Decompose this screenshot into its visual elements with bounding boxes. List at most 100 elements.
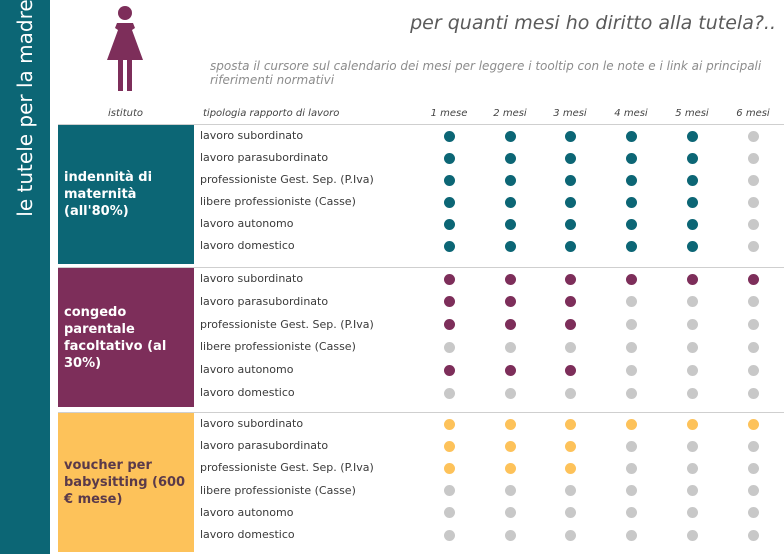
month-dot-inactive[interactable] — [504, 387, 516, 399]
month-dot-active[interactable] — [564, 418, 576, 430]
month-dot-active[interactable] — [504, 296, 516, 308]
month-dot-inactive[interactable] — [625, 440, 637, 452]
month-dot-inactive[interactable] — [504, 485, 516, 497]
month-dot-active[interactable] — [504, 218, 516, 230]
month-dot-active[interactable] — [504, 319, 516, 331]
month-dot-inactive[interactable] — [747, 462, 759, 474]
month-dot-inactive[interactable] — [625, 485, 637, 497]
month-dot-inactive[interactable] — [443, 485, 455, 497]
month-dot-inactive[interactable] — [625, 341, 637, 353]
month-dot-active[interactable] — [686, 196, 698, 208]
month-dot-inactive[interactable] — [625, 364, 637, 376]
month-dot-inactive[interactable] — [504, 529, 516, 541]
month-dot-active[interactable] — [504, 364, 516, 376]
month-dot-active[interactable] — [686, 273, 698, 285]
month-dot-inactive[interactable] — [686, 529, 698, 541]
month-dot-active[interactable] — [564, 240, 576, 252]
month-dot-active[interactable] — [625, 418, 637, 430]
month-dot-active[interactable] — [564, 196, 576, 208]
month-dot-active[interactable] — [504, 273, 516, 285]
month-dot-inactive[interactable] — [625, 296, 637, 308]
month-dot-inactive[interactable] — [625, 462, 637, 474]
month-dot-active[interactable] — [564, 364, 576, 376]
month-dot-inactive[interactable] — [747, 174, 759, 186]
month-dot-active[interactable] — [443, 440, 455, 452]
month-dot-active[interactable] — [504, 174, 516, 186]
month-dot-active[interactable] — [564, 273, 576, 285]
month-dot-inactive[interactable] — [625, 529, 637, 541]
month-dot-inactive[interactable] — [747, 529, 759, 541]
month-dot-active[interactable] — [443, 273, 455, 285]
month-dot-active[interactable] — [686, 240, 698, 252]
month-dot-active[interactable] — [564, 462, 576, 474]
month-header-6[interactable]: 6 mesi — [736, 108, 770, 119]
month-dot-active[interactable] — [686, 418, 698, 430]
month-dot-active[interactable] — [625, 273, 637, 285]
month-dot-active[interactable] — [504, 440, 516, 452]
month-dot-active[interactable] — [443, 196, 455, 208]
month-dot-active[interactable] — [625, 130, 637, 142]
month-dot-inactive[interactable] — [747, 364, 759, 376]
month-dot-active[interactable] — [504, 240, 516, 252]
month-dot-active[interactable] — [625, 196, 637, 208]
month-dot-active[interactable] — [564, 174, 576, 186]
month-dot-inactive[interactable] — [625, 319, 637, 331]
month-dot-active[interactable] — [443, 364, 455, 376]
month-dot-inactive[interactable] — [747, 507, 759, 519]
month-dot-inactive[interactable] — [564, 485, 576, 497]
month-dot-inactive[interactable] — [443, 507, 455, 519]
month-dot-active[interactable] — [443, 319, 455, 331]
month-dot-inactive[interactable] — [747, 440, 759, 452]
month-dot-active[interactable] — [625, 240, 637, 252]
month-dot-active[interactable] — [504, 196, 516, 208]
month-dot-active[interactable] — [564, 296, 576, 308]
month-dot-inactive[interactable] — [747, 387, 759, 399]
month-header-5[interactable]: 5 mesi — [675, 108, 709, 119]
month-dot-active[interactable] — [504, 462, 516, 474]
month-dot-active[interactable] — [504, 152, 516, 164]
month-dot-inactive[interactable] — [686, 387, 698, 399]
month-dot-inactive[interactable] — [747, 341, 759, 353]
month-dot-active[interactable] — [443, 174, 455, 186]
month-dot-active[interactable] — [443, 130, 455, 142]
month-dot-inactive[interactable] — [747, 485, 759, 497]
month-dot-inactive[interactable] — [504, 507, 516, 519]
month-dot-inactive[interactable] — [686, 341, 698, 353]
month-dot-inactive[interactable] — [443, 387, 455, 399]
month-dot-inactive[interactable] — [625, 387, 637, 399]
month-dot-active[interactable] — [443, 462, 455, 474]
month-dot-inactive[interactable] — [686, 507, 698, 519]
month-dot-inactive[interactable] — [625, 507, 637, 519]
month-dot-active[interactable] — [564, 152, 576, 164]
month-dot-inactive[interactable] — [686, 296, 698, 308]
month-dot-active[interactable] — [625, 152, 637, 164]
month-dot-active[interactable] — [625, 174, 637, 186]
month-dot-active[interactable] — [564, 440, 576, 452]
month-dot-active[interactable] — [504, 418, 516, 430]
month-dot-inactive[interactable] — [564, 529, 576, 541]
month-dot-inactive[interactable] — [747, 319, 759, 331]
month-dot-inactive[interactable] — [747, 218, 759, 230]
month-dot-active[interactable] — [686, 218, 698, 230]
month-dot-inactive[interactable] — [686, 440, 698, 452]
month-dot-active[interactable] — [564, 130, 576, 142]
month-dot-active[interactable] — [564, 218, 576, 230]
month-dot-inactive[interactable] — [747, 296, 759, 308]
month-header-1[interactable]: 1 mese — [430, 108, 468, 119]
month-dot-active[interactable] — [747, 418, 759, 430]
month-dot-inactive[interactable] — [747, 196, 759, 208]
month-dot-active[interactable] — [504, 130, 516, 142]
month-header-4[interactable]: 4 mesi — [614, 108, 648, 119]
month-dot-inactive[interactable] — [564, 507, 576, 519]
month-header-2[interactable]: 2 mesi — [493, 108, 527, 119]
month-dot-inactive[interactable] — [747, 152, 759, 164]
month-dot-inactive[interactable] — [747, 240, 759, 252]
month-dot-inactive[interactable] — [504, 341, 516, 353]
month-dot-inactive[interactable] — [686, 319, 698, 331]
month-dot-inactive[interactable] — [564, 341, 576, 353]
month-dot-active[interactable] — [564, 319, 576, 331]
month-dot-active[interactable] — [443, 418, 455, 430]
month-dot-active[interactable] — [747, 273, 759, 285]
month-dot-active[interactable] — [625, 218, 637, 230]
month-dot-inactive[interactable] — [564, 387, 576, 399]
